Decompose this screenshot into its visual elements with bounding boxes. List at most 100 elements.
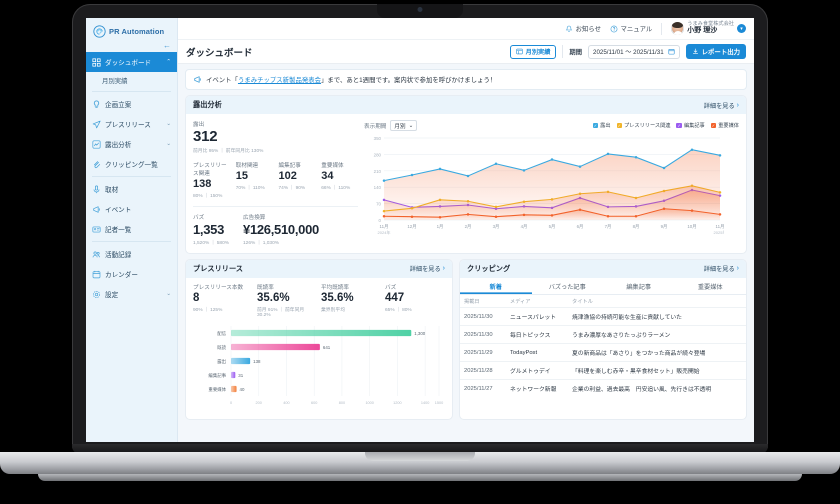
- legend-item-key-media[interactable]: ✓ 重要媒体: [710, 122, 739, 129]
- sidebar-item-label: 記者一覧: [105, 227, 132, 234]
- period-label: 表示期間: [364, 123, 387, 130]
- svg-text:6月: 6月: [577, 224, 584, 230]
- table-row[interactable]: 2025/11/29 TodayPost 夏の新商品は「あさり」をつかった商品が続々…: [460, 343, 746, 362]
- sidebar-item-activity-log[interactable]: 活動記録: [86, 244, 177, 264]
- cell-title[interactable]: 企業の利益、過去最高 円安追い風、先行きは不透明: [568, 379, 746, 398]
- svg-text:641: 641: [323, 345, 331, 350]
- chevron-right-icon: ›: [442, 265, 445, 273]
- tab-editorial[interactable]: 編集記事: [626, 283, 652, 291]
- report-export-button[interactable]: レポート出力: [685, 44, 746, 59]
- sidebar-item-event[interactable]: イベント: [86, 199, 177, 219]
- event-banner[interactable]: イベント「うまみチップス新製品発表会」まで、あと1週間です。案内状で参加を呼びか…: [185, 69, 747, 90]
- sidebar-item-reporter-list[interactable]: 記者一覧: [86, 219, 177, 239]
- kpi-value: 138: [193, 177, 212, 190]
- svg-text:11月: 11月: [716, 224, 724, 230]
- bell-icon: [565, 25, 573, 32]
- page-title: ダッシュボード: [186, 47, 253, 59]
- cell-date: 2025/11/30: [460, 307, 506, 326]
- legend-checkbox[interactable]: ✓: [710, 122, 717, 129]
- gear-icon: [92, 290, 101, 299]
- monthly-results-label: 月別実績: [525, 49, 551, 56]
- kpi-value: 34: [321, 169, 334, 182]
- sidebar-item-interview[interactable]: 取材: [86, 179, 177, 199]
- bottom-row: プレスリリース 詳細を見る › プレスリリース本数 8 9: [185, 258, 747, 421]
- svg-text:3月: 3月: [493, 224, 500, 230]
- column-media: メディア: [510, 299, 531, 306]
- svg-text:10月: 10月: [687, 224, 696, 230]
- table-row[interactable]: 2025/11/30 毎日トピックス うまみ濃厚なあさりたっぷりラーメン: [460, 325, 746, 344]
- kpi-sub: 65% ｜ 80%: [385, 308, 412, 314]
- table-row[interactable]: 2025/11/30 ニュースパレット 焼津漁協の持続可能な生産に貢献していた: [460, 307, 746, 326]
- cell-title[interactable]: 焼津漁協の持続可能な生産に貢献していた: [568, 307, 746, 326]
- period-select[interactable]: 月別 ⌄: [390, 120, 418, 131]
- card-more-label: 詳細を見る: [703, 102, 735, 110]
- cell-title[interactable]: 夏の新商品は「あさり」をつかった商品が続々登場: [568, 343, 746, 362]
- kpi-buzz: バズ 447 65% ｜ 80%: [385, 283, 445, 319]
- svg-text:1200: 1200: [393, 401, 401, 405]
- mic-icon: [92, 184, 101, 194]
- period-value: 月別: [394, 123, 406, 130]
- sidebar-item-planning[interactable]: 企画立案: [86, 94, 177, 114]
- legend-label: 重要媒体: [718, 123, 739, 129]
- svg-text:7月: 7月: [605, 224, 612, 230]
- cell-title[interactable]: うまみ濃厚なあさりたっぷりラーメン: [568, 325, 746, 344]
- user-name: 小野 理沙: [687, 27, 718, 35]
- column-date: 掲載日: [464, 299, 480, 306]
- chevron-down-icon[interactable]: ▾: [737, 24, 746, 33]
- sidebar-item-monthly-results[interactable]: 月別実績: [102, 78, 128, 85]
- calendar-icon[interactable]: [668, 48, 675, 55]
- sidebar-item-settings[interactable]: 設定 ⌄: [86, 284, 177, 304]
- kpi-avg-read-rate: 平均既読率 35.6% 業界別平均: [321, 283, 381, 319]
- cell-media: 毎日トピックス: [506, 325, 568, 344]
- date-range-input[interactable]: 2025/11/01 〜 2025/11/31: [588, 44, 680, 59]
- brand[interactable]: PR Automation: [86, 18, 177, 42]
- cell-title[interactable]: 「料理を楽しむ赤辛・黒辛食材セット」販売開始: [568, 361, 746, 380]
- banner-event-link[interactable]: うまみチップス新製品発表会: [237, 77, 322, 84]
- press-release-kpis: プレスリリース本数 8 90% ｜ 125% 既読率 35.6% 前月 91% …: [186, 278, 452, 321]
- kpi-sub: 74% ｜ 90%: [278, 185, 306, 191]
- kpi-value: 8: [193, 291, 200, 304]
- svg-text:2025年: 2025年: [714, 229, 724, 235]
- table-header-row: 掲載日 メディア タイトル: [460, 295, 746, 308]
- sidebar-item-exposure-analysis[interactable]: 露出分析 ⌄: [86, 134, 177, 154]
- kpi-label: 平均既読率: [321, 284, 349, 291]
- tab-buzzed[interactable]: バズった記事: [548, 283, 586, 291]
- kpi-value: 35.6%: [257, 291, 290, 304]
- manual-button[interactable]: マニュアル: [610, 24, 652, 33]
- sidebar-item-clipping-list[interactable]: クリッピング一覧: [86, 154, 177, 174]
- sidebar-item-press-release[interactable]: プレスリリース ⌄: [86, 114, 177, 134]
- clipping-table: 掲載日 メディア タイトル 2025/11/30 ニュースパレット 焼津漁協の持続可…: [460, 295, 746, 398]
- press-release-detail-link[interactable]: 詳細を見る ›: [410, 264, 445, 273]
- tab-new[interactable]: 新着: [460, 278, 532, 295]
- table-icon: [516, 48, 523, 55]
- monthly-results-button[interactable]: 月別実績: [509, 44, 557, 59]
- notifications-button[interactable]: お知らせ: [565, 24, 601, 33]
- kpi-buzz: バズ 1,353 1,520% ｜ 580%: [193, 213, 229, 246]
- exposure-chart-col: 表示期間 月別 ⌄ ✓ 露出: [364, 120, 739, 246]
- kpi-sub: 1,520% ｜ 580%: [193, 240, 230, 246]
- legend-item-editorial[interactable]: ✓ 編集記事: [676, 122, 705, 129]
- svg-text:12月: 12月: [407, 224, 416, 230]
- calendar-icon: [92, 270, 101, 279]
- legend-checkbox[interactable]: ✓: [592, 122, 599, 129]
- table-row[interactable]: 2025/11/28 グルメトゥデイ 「料理を楽しむ赤辛・黒辛食材セット」販売開始: [460, 361, 746, 380]
- legend-item-press-release[interactable]: ✓ プレスリリース関連: [616, 122, 670, 129]
- exposure-detail-link[interactable]: 詳細を見る ›: [704, 101, 739, 110]
- chevron-left-icon[interactable]: ←: [163, 41, 171, 50]
- table-row[interactable]: 2025/11/27 ネットワーク新報 企業の利益、過去最高 円安追い風、先行きは不…: [460, 379, 746, 398]
- sidebar-item-dashboard[interactable]: ダッシュボード ⌃: [86, 52, 177, 72]
- user-menu[interactable]: うまみ食堂株式会社 小野 理沙 ▾: [671, 21, 746, 36]
- sidebar-item-label: 企画立案: [105, 102, 132, 109]
- legend-item-exposure[interactable]: ✓ 露出: [592, 122, 611, 129]
- sidebar-item-calendar[interactable]: カレンダー: [86, 264, 177, 284]
- legend-checkbox[interactable]: ✓: [616, 122, 623, 129]
- kpi-sub: 66% ｜ 110%: [321, 185, 351, 191]
- kpi-sub: 前月 91% ｜ 前年同月 30.2%: [257, 308, 305, 319]
- svg-text:重要媒体: 重要媒体: [208, 386, 226, 393]
- tab-key-media[interactable]: 重要媒体: [697, 283, 723, 291]
- legend-checkbox[interactable]: ✓: [676, 122, 682, 129]
- svg-text:138: 138: [253, 359, 261, 364]
- card-more-label: 詳細を見る: [703, 266, 735, 274]
- kpi-sub: 80% ｜ 150%: [193, 193, 223, 199]
- clipping-detail-link[interactable]: 詳細を見る ›: [704, 264, 739, 273]
